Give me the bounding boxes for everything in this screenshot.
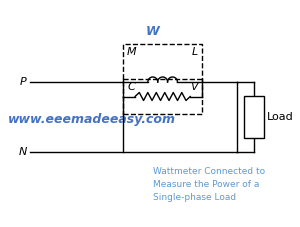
Text: www.eeemadeeasy.com: www.eeemadeeasy.com bbox=[8, 113, 176, 126]
Text: W: W bbox=[146, 25, 160, 38]
Text: C: C bbox=[127, 82, 135, 92]
Text: Wattmeter Connected to: Wattmeter Connected to bbox=[153, 167, 265, 176]
Text: L: L bbox=[192, 47, 198, 57]
Text: N: N bbox=[18, 147, 27, 157]
Text: Single-phase Load: Single-phase Load bbox=[153, 193, 236, 202]
Bar bbox=[123, 44, 202, 114]
Text: M: M bbox=[127, 47, 137, 57]
Text: Measure the Power of a: Measure the Power of a bbox=[153, 180, 259, 189]
Text: P: P bbox=[20, 77, 27, 87]
Text: Load: Load bbox=[267, 112, 294, 122]
Text: V: V bbox=[190, 82, 198, 92]
Bar bbox=[244, 96, 264, 138]
